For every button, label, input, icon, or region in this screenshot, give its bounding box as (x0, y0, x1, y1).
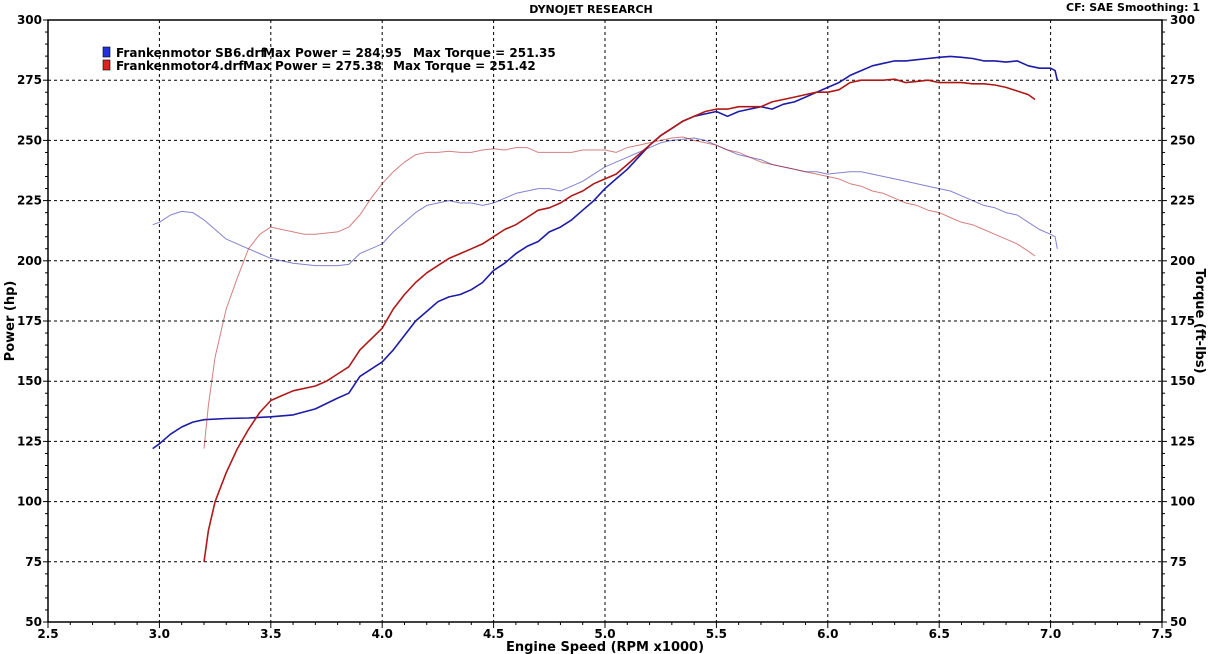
y-tick-label: 175 (17, 314, 42, 328)
x-tick-label: 5.5 (706, 627, 727, 641)
x-tick-label: 6.0 (817, 627, 838, 641)
y2-tick-label: 150 (1170, 374, 1195, 388)
x-tick-label: 4.0 (372, 627, 393, 641)
chart-title: DYNOJET RESEARCH (529, 3, 652, 16)
legend-torque-sb6: Max Torque = 251.35 (413, 46, 556, 60)
legend-swatch-sb6 (102, 46, 111, 58)
x-tick-label: 7.5 (1151, 627, 1172, 641)
x-tick-label: 5.0 (594, 627, 615, 641)
y-tick-label: 250 (17, 133, 42, 147)
legend-torque-fm4: Max Torque = 251.42 (393, 59, 536, 73)
x-axis-title: Engine Speed (RPM x1000) (506, 640, 704, 654)
y-tick-label: 150 (17, 374, 42, 388)
data-series (152, 55, 1059, 562)
legend-power-fm4: Max Power = 275.38 (243, 59, 382, 73)
y2-tick-label: 75 (1170, 555, 1187, 569)
y-tick-label: 225 (17, 194, 42, 208)
x-tick-label: 2.5 (37, 627, 58, 641)
y-tick-label: 50 (25, 615, 42, 629)
y-tick-label: 75 (25, 555, 42, 569)
y-tick-label: 200 (17, 254, 42, 268)
legend-file-sb6: Frankenmotor SB6.drf (116, 46, 266, 60)
y2-tick-label: 200 (1170, 254, 1195, 268)
correction-factor-info: CF: SAE Smoothing: 1 (1066, 1, 1200, 14)
y2-tick-label: 225 (1170, 194, 1195, 208)
y-tick-label: 300 (17, 13, 42, 27)
y2-tick-label: 275 (1170, 73, 1195, 87)
y2-tick-label: 100 (1170, 495, 1195, 509)
legend-entry-fm4: Frankenmotor4.drf Max Power = 275.38 Max… (102, 59, 536, 73)
legend-swatch-fm4 (102, 59, 111, 71)
y2-tick-label: 300 (1170, 13, 1195, 27)
y-tick-label: 275 (17, 73, 42, 87)
y2-tick-label: 50 (1170, 615, 1187, 629)
y2-tick-label: 175 (1170, 314, 1195, 328)
grid-lines (48, 20, 1162, 622)
x-tick-label: 4.5 (483, 627, 504, 641)
x-tick-label: 6.5 (929, 627, 950, 641)
legend-entry-sb6: Frankenmotor SB6.drf Max Power = 284.95 … (102, 46, 556, 60)
x-tick-label: 7.0 (1040, 627, 1061, 641)
x-tick-label: 3.0 (149, 627, 170, 641)
y-tick-label: 100 (17, 495, 42, 509)
y2-tick-label: 125 (1170, 434, 1195, 448)
series-line-3-torque (203, 136, 1036, 449)
series-line-2-power (203, 78, 1036, 562)
y2-tick-label: 250 (1170, 133, 1195, 147)
legend-file-fm4: Frankenmotor4.drf (116, 59, 244, 73)
y-axis-title: Power (hp) (3, 281, 18, 362)
y-tick-label: 125 (17, 434, 42, 448)
y2-axis-title: Torque (ft-lbs) (1192, 268, 1207, 373)
legend-power-sb6: Max Power = 284.95 (263, 46, 402, 60)
x-tick-label: 3.5 (260, 627, 281, 641)
legend: Frankenmotor SB6.drf Max Power = 284.95 … (102, 46, 556, 73)
